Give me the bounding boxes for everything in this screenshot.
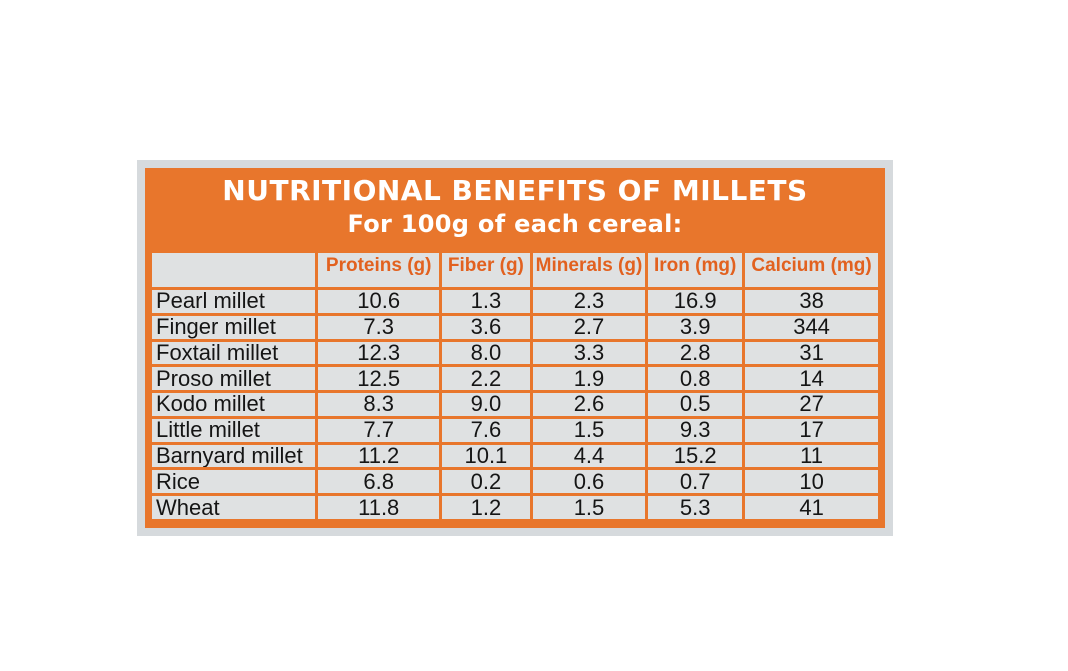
column-header-minerals: Minerals (g) bbox=[532, 253, 646, 287]
label-subtitle: For 100g of each cereal: bbox=[347, 210, 683, 238]
minerals-value: 2.3 bbox=[532, 290, 646, 313]
calcium-value: 38 bbox=[745, 290, 878, 313]
column-header-fiber: Fiber (g) bbox=[441, 253, 530, 287]
column-header-iron: Iron (mg) bbox=[648, 253, 743, 287]
iron-value: 15.2 bbox=[648, 444, 743, 468]
minerals-value: 3.3 bbox=[532, 341, 646, 365]
cereal-name: Foxtail millet bbox=[152, 341, 316, 365]
proteins-value: 11.2 bbox=[318, 444, 439, 468]
calcium-value: 31 bbox=[745, 341, 878, 365]
fiber-value: 10.1 bbox=[441, 444, 530, 468]
table-row: Barnyard millet 11.2 10.1 4.4 15.2 11 bbox=[152, 444, 878, 468]
cereal-name: Kodo millet bbox=[152, 393, 316, 416]
table-header-row: Proteins (g) Fiber (g) Minerals (g) Iron… bbox=[152, 253, 878, 287]
cereal-name: Barnyard millet bbox=[152, 444, 316, 468]
nutrition-panel: NUTRITIONAL BENEFITS OF MILLETS For 100g… bbox=[145, 168, 885, 528]
cereal-name: Little millet bbox=[152, 418, 316, 442]
fiber-value: 2.2 bbox=[441, 367, 530, 391]
calcium-value: 344 bbox=[745, 315, 878, 339]
column-header-calcium: Calcium (mg) bbox=[745, 253, 878, 287]
minerals-value: 1.9 bbox=[532, 367, 646, 391]
iron-value: 0.7 bbox=[648, 470, 743, 494]
minerals-value: 0.6 bbox=[532, 470, 646, 494]
proteins-value: 6.8 bbox=[318, 470, 439, 494]
minerals-value: 1.5 bbox=[532, 418, 646, 442]
fiber-value: 1.2 bbox=[441, 496, 530, 519]
calcium-value: 11 bbox=[745, 444, 878, 468]
calcium-value: 41 bbox=[745, 496, 878, 519]
iron-value: 3.9 bbox=[648, 315, 743, 339]
calcium-value: 17 bbox=[745, 418, 878, 442]
fiber-value: 9.0 bbox=[441, 393, 530, 416]
table-row: Kodo millet 8.3 9.0 2.6 0.5 27 bbox=[152, 393, 878, 416]
proteins-value: 11.8 bbox=[318, 496, 439, 519]
proteins-value: 10.6 bbox=[318, 290, 439, 313]
fiber-value: 8.0 bbox=[441, 341, 530, 365]
calcium-value: 14 bbox=[745, 367, 878, 391]
table-row: Wheat 11.8 1.2 1.5 5.3 41 bbox=[152, 496, 878, 519]
table-row: Rice 6.8 0.2 0.6 0.7 10 bbox=[152, 470, 878, 494]
minerals-value: 1.5 bbox=[532, 496, 646, 519]
proteins-value: 12.3 bbox=[318, 341, 439, 365]
table-row: Proso millet 12.5 2.2 1.9 0.8 14 bbox=[152, 367, 878, 391]
proteins-value: 8.3 bbox=[318, 393, 439, 416]
table-row: Finger millet 7.3 3.6 2.7 3.9 344 bbox=[152, 315, 878, 339]
iron-value: 0.5 bbox=[648, 393, 743, 416]
table-row: Pearl millet 10.6 1.3 2.3 16.9 38 bbox=[152, 290, 878, 313]
cereal-name: Rice bbox=[152, 470, 316, 494]
minerals-value: 4.4 bbox=[532, 444, 646, 468]
cereal-name: Wheat bbox=[152, 496, 316, 519]
iron-value: 9.3 bbox=[648, 418, 743, 442]
fiber-value: 7.6 bbox=[441, 418, 530, 442]
iron-value: 5.3 bbox=[648, 496, 743, 519]
table-row: Little millet 7.7 7.6 1.5 9.3 17 bbox=[152, 418, 878, 442]
iron-value: 16.9 bbox=[648, 290, 743, 313]
cereal-name: Finger millet bbox=[152, 315, 316, 339]
iron-value: 0.8 bbox=[648, 367, 743, 391]
fiber-value: 3.6 bbox=[441, 315, 530, 339]
proteins-value: 12.5 bbox=[318, 367, 439, 391]
label-title: NUTRITIONAL BENEFITS OF MILLETS bbox=[222, 174, 808, 207]
iron-value: 2.8 bbox=[648, 341, 743, 365]
minerals-value: 2.6 bbox=[532, 393, 646, 416]
proteins-value: 7.3 bbox=[318, 315, 439, 339]
minerals-value: 2.7 bbox=[532, 315, 646, 339]
fiber-value: 1.3 bbox=[441, 290, 530, 313]
calcium-value: 10 bbox=[745, 470, 878, 494]
nutrition-label-card: NUTRITIONAL BENEFITS OF MILLETS For 100g… bbox=[137, 160, 893, 536]
fiber-value: 0.2 bbox=[441, 470, 530, 494]
cereal-name: Pearl millet bbox=[152, 290, 316, 313]
cereal-name: Proso millet bbox=[152, 367, 316, 391]
calcium-value: 27 bbox=[745, 393, 878, 416]
column-header-proteins: Proteins (g) bbox=[318, 253, 439, 287]
proteins-value: 7.7 bbox=[318, 418, 439, 442]
table-row: Foxtail millet 12.3 8.0 3.3 2.8 31 bbox=[152, 341, 878, 365]
nutrition-table: Proteins (g) Fiber (g) Minerals (g) Iron… bbox=[149, 250, 881, 522]
table-corner-cell bbox=[152, 253, 316, 287]
